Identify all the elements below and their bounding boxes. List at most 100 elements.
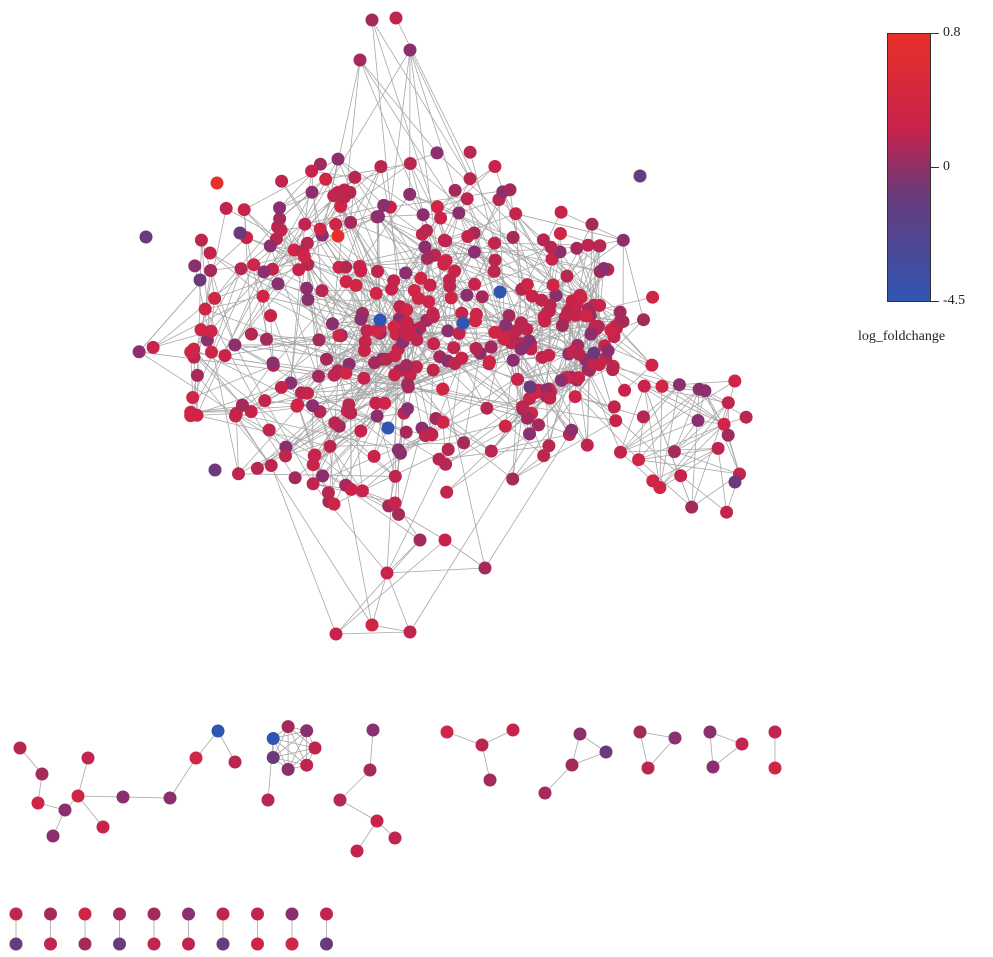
network-node [403, 625, 417, 639]
network-node [305, 164, 319, 178]
network-node [329, 627, 343, 641]
network-edge [674, 423, 725, 452]
network-node [553, 227, 567, 240]
network-node [132, 345, 146, 359]
network-node [292, 263, 306, 277]
network-edge [402, 341, 550, 390]
network-edge [373, 403, 386, 457]
network-edge [659, 384, 680, 488]
network-edge [399, 279, 450, 307]
network-edge [620, 380, 736, 453]
network-node [244, 327, 258, 341]
network-node [637, 379, 651, 393]
network-node [483, 773, 497, 787]
network-node [691, 414, 705, 427]
network-edge [234, 343, 531, 346]
network-node [182, 937, 195, 951]
network-node [251, 907, 264, 921]
network-node [184, 409, 198, 423]
network-edge [262, 295, 362, 320]
network-node [313, 222, 327, 236]
network-edge [620, 420, 699, 453]
network-edge [552, 245, 601, 286]
network-node [204, 264, 218, 277]
network-edge [77, 757, 89, 797]
network-edge [393, 280, 435, 345]
network-node [354, 264, 368, 278]
network-edge [612, 369, 699, 421]
network-node [339, 366, 353, 380]
network-node [506, 723, 520, 737]
network-node [320, 937, 333, 951]
color-scale-bar [887, 33, 931, 302]
network-edge [363, 377, 444, 423]
network-node [520, 278, 534, 292]
network-node [456, 316, 470, 330]
network-node [234, 262, 248, 276]
network-edge [152, 189, 345, 348]
network-node [667, 445, 681, 459]
network-node [147, 907, 161, 921]
network-edge [272, 192, 339, 270]
network-node [368, 356, 381, 370]
network-node [581, 238, 595, 252]
network-node [44, 907, 57, 921]
network-node [592, 358, 606, 372]
network-edge [680, 448, 719, 477]
network-node [388, 368, 402, 382]
network-node [506, 472, 520, 486]
network-node [488, 253, 502, 267]
network-node [333, 793, 347, 807]
network-node [717, 417, 731, 431]
network-node [388, 469, 402, 483]
network-node [432, 452, 446, 466]
network-node [188, 259, 202, 273]
network-node [266, 751, 280, 764]
network-node [194, 233, 208, 247]
network-node [487, 264, 501, 278]
network-edge [620, 388, 700, 453]
legend-mid-label: 0 [943, 159, 950, 174]
network-node [389, 11, 403, 25]
network-node [360, 324, 374, 338]
network-node [273, 201, 286, 215]
network-edge [347, 410, 399, 451]
network-node [515, 400, 529, 414]
network-node [306, 399, 320, 413]
network-node [233, 226, 247, 240]
network-node [297, 249, 311, 263]
network-node [601, 344, 615, 358]
network-node [237, 203, 251, 217]
network-node [430, 200, 444, 214]
network-edge [474, 284, 545, 456]
network-node [315, 284, 329, 298]
network-edge [643, 386, 661, 488]
network-node [273, 212, 287, 226]
network-node [436, 382, 450, 396]
network-node [555, 319, 569, 332]
network-edge [335, 539, 421, 635]
network-node [407, 284, 421, 297]
network-node [228, 755, 242, 769]
network-node [9, 907, 23, 921]
network-edge [454, 363, 528, 419]
network-node [187, 342, 201, 356]
network-node [116, 790, 130, 804]
network-node [543, 391, 557, 405]
network-node [271, 277, 285, 291]
network-node [488, 236, 501, 250]
network-node [279, 449, 292, 463]
network-node [264, 459, 278, 472]
network-node [509, 324, 523, 338]
network-node [300, 758, 314, 772]
network-edge [466, 198, 504, 333]
network-edge [515, 213, 624, 241]
network-node [190, 368, 204, 382]
network-edge [458, 199, 500, 214]
network-node [668, 731, 682, 745]
network-node [320, 907, 333, 921]
network-node [467, 245, 481, 259]
network-node [257, 265, 271, 279]
network-node [308, 448, 322, 462]
network-node [475, 738, 489, 752]
